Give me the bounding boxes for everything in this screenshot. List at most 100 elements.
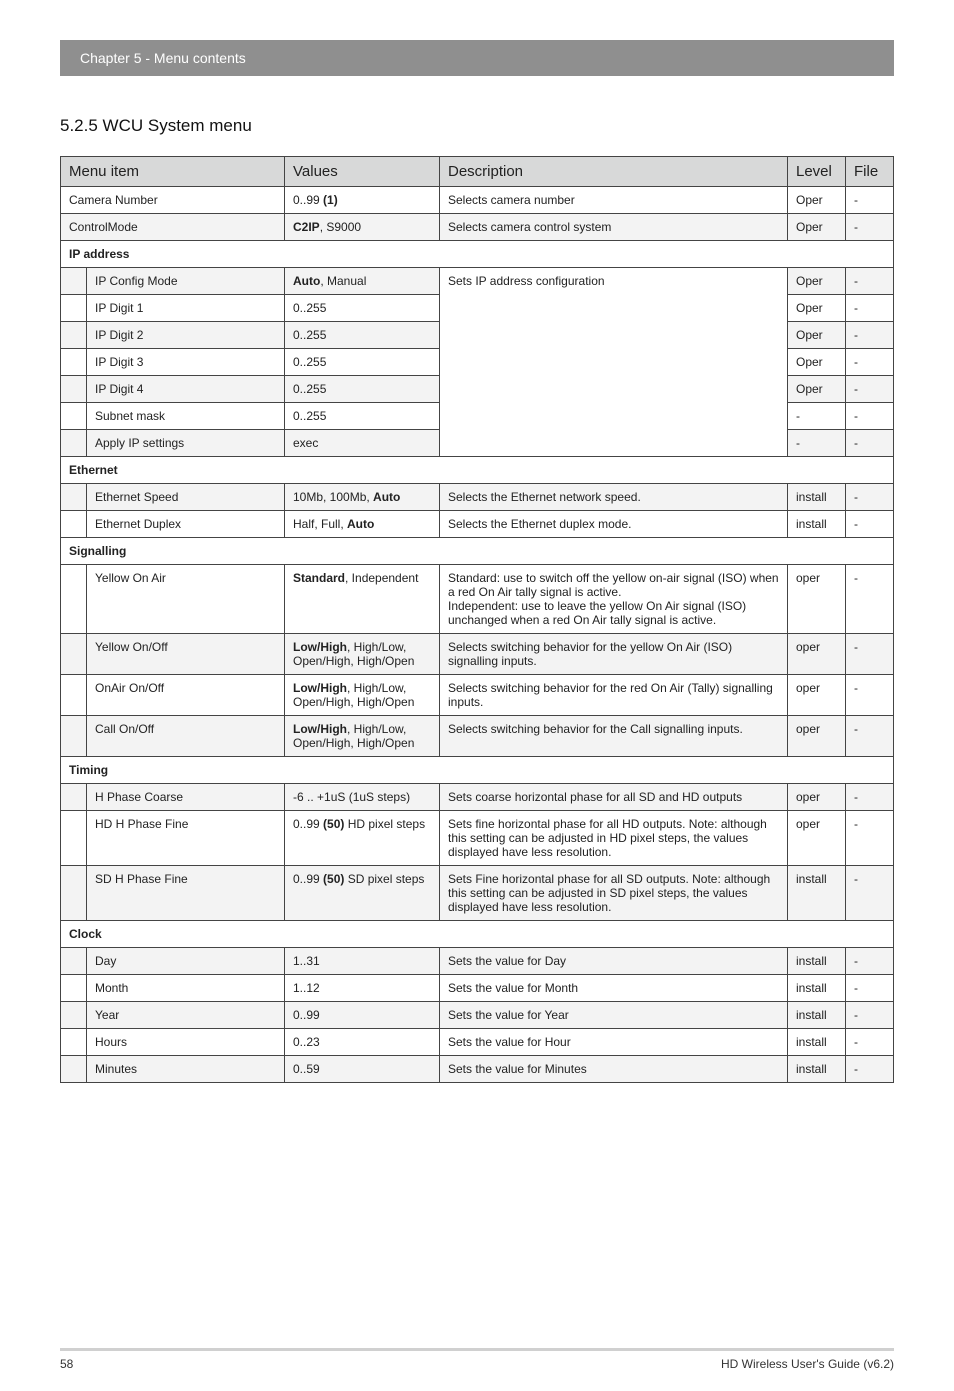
cell-item: Ethernet Duplex — [87, 511, 285, 538]
cell-values: 0..59 — [285, 1056, 440, 1083]
indent-cell — [61, 511, 87, 538]
cell-file: - — [846, 634, 894, 675]
cell-desc: Sets the value for Hour — [440, 1029, 788, 1056]
cell-desc: Selects switching behavior for the Call … — [440, 716, 788, 757]
cell-file: - — [846, 295, 894, 322]
cell-file: - — [846, 484, 894, 511]
cell-level: install — [788, 511, 846, 538]
table-row: Hours 0..23 Sets the value for Hour inst… — [61, 1029, 894, 1056]
cell-item: IP Config Mode — [87, 268, 285, 295]
cell-file: - — [846, 716, 894, 757]
section-ethernet: Ethernet — [61, 457, 894, 484]
cell-values: 10Mb, 100Mb, Auto — [285, 484, 440, 511]
cell-file: - — [846, 187, 894, 214]
cell-item: Hours — [87, 1029, 285, 1056]
table-row: Camera Number 0..99 (1) Selects camera n… — [61, 187, 894, 214]
cell-file: - — [846, 1002, 894, 1029]
cell-values: 1..31 — [285, 948, 440, 975]
cell-desc-merged: Sets IP address configuration — [440, 268, 788, 457]
indent-cell — [61, 1029, 87, 1056]
table-row: ControlMode C2IP, S9000 Selects camera c… — [61, 214, 894, 241]
cell-values: 0..255 — [285, 403, 440, 430]
cell-level: Oper — [788, 376, 846, 403]
cell-item: IP Digit 2 — [87, 322, 285, 349]
cell-item: IP Digit 1 — [87, 295, 285, 322]
cell-file: - — [846, 268, 894, 295]
cell-file: - — [846, 866, 894, 921]
cell-level: oper — [788, 565, 846, 634]
cell-values: Auto, Manual — [285, 268, 440, 295]
cell-item: Apply IP settings — [87, 430, 285, 457]
doc-title: HD Wireless User's Guide (v6.2) — [721, 1357, 894, 1371]
indent-cell — [61, 634, 87, 675]
table-row: Day 1..31 Sets the value for Day install… — [61, 948, 894, 975]
cell-level: oper — [788, 634, 846, 675]
cell-desc: Selects switching behavior for the yello… — [440, 634, 788, 675]
cell-values: 0..99 (50) HD pixel steps — [285, 811, 440, 866]
indent-cell — [61, 403, 87, 430]
table-row: H Phase Coarse -6 .. +1uS (1uS steps) Se… — [61, 784, 894, 811]
page-number: 58 — [60, 1357, 73, 1371]
cell-values: -6 .. +1uS (1uS steps) — [285, 784, 440, 811]
cell-values: 0..255 — [285, 349, 440, 376]
indent-cell — [61, 349, 87, 376]
cell-item: Day — [87, 948, 285, 975]
table-row: HD H Phase Fine 0..99 (50) HD pixel step… — [61, 811, 894, 866]
indent-cell — [61, 811, 87, 866]
cell-file: - — [846, 403, 894, 430]
section-timing: Timing — [61, 757, 894, 784]
cell-desc: Sets coarse horizontal phase for all SD … — [440, 784, 788, 811]
cell-values: 0..99 (1) — [285, 187, 440, 214]
section-row: Ethernet — [61, 457, 894, 484]
col-level: Level — [788, 157, 846, 187]
table-header-row: Menu item Values Description Level File — [61, 157, 894, 187]
cell-file: - — [846, 675, 894, 716]
cell-item: IP Digit 3 — [87, 349, 285, 376]
cell-item: Month — [87, 975, 285, 1002]
cell-values: 0..255 — [285, 322, 440, 349]
cell-desc: Sets Fine horizontal phase for all SD ou… — [440, 866, 788, 921]
table-row: Call On/Off Low/High, High/Low, Open/Hig… — [61, 716, 894, 757]
cell-item: Year — [87, 1002, 285, 1029]
cell-file: - — [846, 975, 894, 1002]
section-row: Timing — [61, 757, 894, 784]
chapter-title: Chapter 5 - Menu contents — [80, 50, 246, 66]
cell-level: Oper — [788, 295, 846, 322]
cell-values: Low/High, High/Low, Open/High, High/Open — [285, 675, 440, 716]
cell-file: - — [846, 214, 894, 241]
table-row: Ethernet Speed 10Mb, 100Mb, Auto Selects… — [61, 484, 894, 511]
indent-cell — [61, 376, 87, 403]
cell-values: Half, Full, Auto — [285, 511, 440, 538]
cell-item: Camera Number — [61, 187, 285, 214]
cell-item: ControlMode — [61, 214, 285, 241]
cell-level: install — [788, 1056, 846, 1083]
table-row: Minutes 0..59 Sets the value for Minutes… — [61, 1056, 894, 1083]
cell-values: 0..23 — [285, 1029, 440, 1056]
indent-cell — [61, 866, 87, 921]
indent-cell — [61, 784, 87, 811]
cell-desc: Selects camera number — [440, 187, 788, 214]
cell-level: install — [788, 948, 846, 975]
indent-cell — [61, 322, 87, 349]
cell-level: install — [788, 1002, 846, 1029]
cell-desc: Selects the Ethernet network speed. — [440, 484, 788, 511]
indent-cell — [61, 948, 87, 975]
indent-cell — [61, 484, 87, 511]
page-footer: 58 HD Wireless User's Guide (v6.2) — [60, 1348, 894, 1371]
cell-values: C2IP, S9000 — [285, 214, 440, 241]
cell-level: install — [788, 1029, 846, 1056]
cell-file: - — [846, 1029, 894, 1056]
col-description: Description — [440, 157, 788, 187]
cell-values: Low/High, High/Low, Open/High, High/Open — [285, 634, 440, 675]
cell-file: - — [846, 430, 894, 457]
cell-level: Oper — [788, 214, 846, 241]
indent-cell — [61, 268, 87, 295]
table-row: Year 0..99 Sets the value for Year insta… — [61, 1002, 894, 1029]
cell-file: - — [846, 376, 894, 403]
indent-cell — [61, 1056, 87, 1083]
cell-item: H Phase Coarse — [87, 784, 285, 811]
cell-values: 0..99 (50) SD pixel steps — [285, 866, 440, 921]
cell-values: Standard, Independent — [285, 565, 440, 634]
indent-cell — [61, 675, 87, 716]
indent-cell — [61, 1002, 87, 1029]
